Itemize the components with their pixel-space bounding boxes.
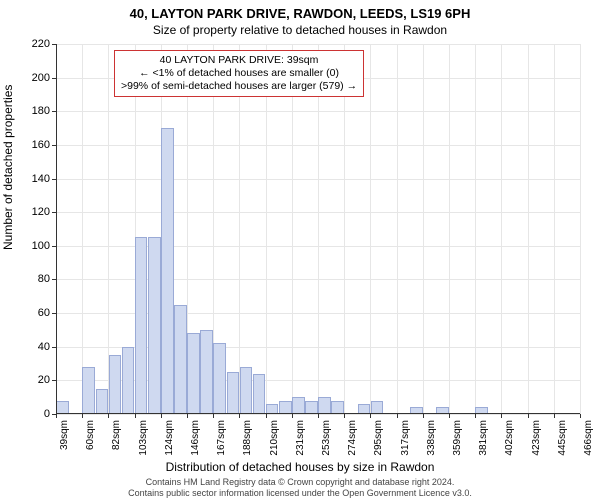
x-tick-label: 188sqm: [242, 420, 253, 456]
x-tick-label: 39sqm: [59, 420, 70, 450]
y-tick-label: 0: [44, 408, 50, 420]
grid-line: [397, 44, 398, 414]
x-tick-label: 466sqm: [583, 420, 594, 456]
grid-line: [292, 44, 293, 414]
histogram-bar: [331, 401, 344, 414]
x-tick-label: 82sqm: [111, 420, 122, 450]
histogram-bar: [109, 355, 122, 414]
grid-line: [475, 44, 476, 414]
y-tick-label: 100: [32, 240, 50, 252]
grid-line: [580, 44, 581, 414]
x-tick-label: 381sqm: [478, 420, 489, 456]
x-tick-label: 274sqm: [347, 420, 358, 456]
footer-line-2: Contains public sector information licen…: [0, 488, 600, 499]
x-tick-label: 317sqm: [400, 420, 411, 456]
x-tick-label: 423sqm: [531, 420, 542, 456]
x-axis-line: [56, 413, 580, 414]
annotation-line: >99% of semi-detached houses are larger …: [121, 80, 357, 93]
footer-line-1: Contains HM Land Registry data © Crown c…: [0, 477, 600, 488]
histogram-bar: [56, 401, 69, 414]
grid-line: [449, 44, 450, 414]
histogram-bar: [227, 372, 240, 414]
histogram-bar: [305, 401, 318, 414]
y-tick-label: 140: [32, 173, 50, 185]
x-tick-label: 146sqm: [190, 420, 201, 456]
footer-attribution: Contains HM Land Registry data © Crown c…: [0, 477, 600, 499]
y-tick-label: 180: [32, 105, 50, 117]
x-tick-label: 167sqm: [216, 420, 227, 456]
x-tick-label: 60sqm: [85, 420, 96, 450]
histogram-bar: [161, 128, 174, 414]
histogram-bar: [82, 367, 95, 414]
y-axis-title: Number of detached properties: [1, 85, 15, 250]
histogram-bar: [148, 237, 161, 414]
annotation-line: ← <1% of detached houses are smaller (0): [121, 67, 357, 80]
grid-line: [501, 44, 502, 414]
page-subtitle: Size of property relative to detached ho…: [0, 21, 600, 37]
histogram-bar: [253, 374, 266, 414]
grid-line: [239, 44, 240, 414]
annotation-line: 40 LAYTON PARK DRIVE: 39sqm: [121, 54, 357, 67]
histogram-bar: [200, 330, 213, 414]
y-tick-label: 220: [32, 38, 50, 50]
grid-line: [554, 44, 555, 414]
y-tick-label: 200: [32, 72, 50, 84]
y-tick-label: 120: [32, 206, 50, 218]
y-tick-label: 80: [38, 273, 50, 285]
x-tick-label: 103sqm: [138, 420, 149, 456]
grid-line: [82, 44, 83, 414]
chart-plot-area: 02040608010012014016018020022039sqm60sqm…: [56, 44, 580, 414]
histogram-bar: [318, 397, 331, 414]
histogram-bar: [135, 237, 148, 414]
grid-line: [528, 44, 529, 414]
y-tick-label: 160: [32, 139, 50, 151]
histogram-bar: [292, 397, 305, 414]
x-tick-label: 445sqm: [557, 420, 568, 456]
x-axis-title: Distribution of detached houses by size …: [0, 460, 600, 474]
annotation-box: 40 LAYTON PARK DRIVE: 39sqm← <1% of deta…: [114, 50, 364, 97]
histogram-bar: [279, 401, 292, 414]
histogram-bar: [371, 401, 384, 414]
x-tick-label: 210sqm: [269, 420, 280, 456]
histogram-bar: [213, 343, 226, 414]
grid-line: [318, 44, 319, 414]
x-tick-label: 402sqm: [504, 420, 515, 456]
grid-line: [370, 44, 371, 414]
histogram-bar: [122, 347, 135, 414]
x-tick-label: 124sqm: [164, 420, 175, 456]
y-tick-label: 40: [38, 341, 50, 353]
x-tick-label: 231sqm: [295, 420, 306, 456]
grid-line: [423, 44, 424, 414]
x-tick-label: 338sqm: [426, 420, 437, 456]
y-tick-label: 20: [38, 374, 50, 386]
x-tick-label: 295sqm: [373, 420, 384, 456]
x-tick-label: 359sqm: [452, 420, 463, 456]
y-axis-line: [56, 44, 57, 414]
histogram-bar: [240, 367, 253, 414]
page-title: 40, LAYTON PARK DRIVE, RAWDON, LEEDS, LS…: [0, 0, 600, 21]
histogram-bar: [187, 333, 200, 414]
histogram-bar: [96, 389, 109, 414]
histogram-bar: [174, 305, 187, 414]
grid-line: [266, 44, 267, 414]
y-tick-label: 60: [38, 307, 50, 319]
x-tick-label: 253sqm: [321, 420, 332, 456]
grid-line: [344, 44, 345, 414]
